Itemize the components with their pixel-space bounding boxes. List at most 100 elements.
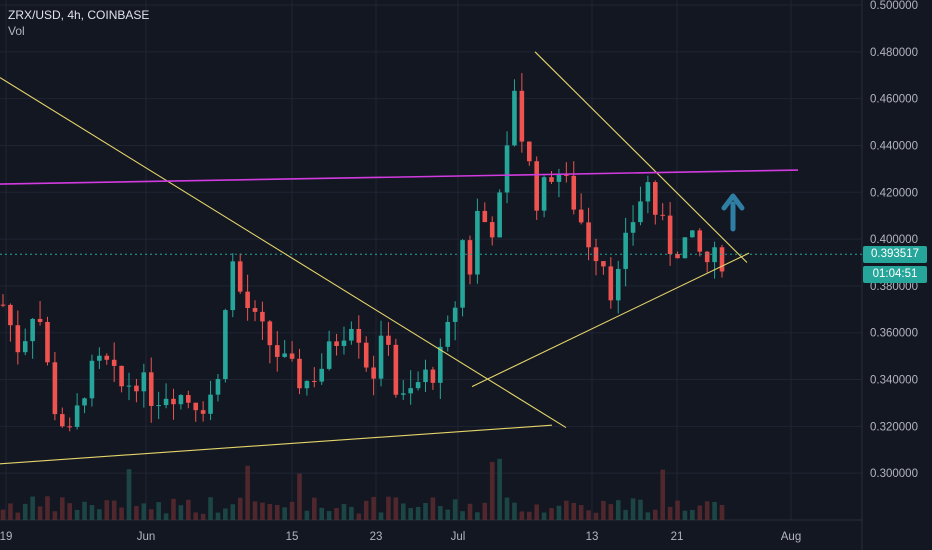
candle[interactable] <box>104 353 110 365</box>
candle[interactable] <box>186 390 191 409</box>
candle[interactable] <box>623 217 628 287</box>
candle[interactable] <box>223 308 228 383</box>
candle[interactable] <box>126 372 132 401</box>
candle[interactable] <box>438 338 443 399</box>
candle[interactable] <box>601 261 606 275</box>
candle[interactable] <box>386 322 391 356</box>
candle[interactable] <box>89 354 95 407</box>
candle[interactable] <box>697 228 703 257</box>
candle[interactable] <box>564 162 569 183</box>
candle[interactable] <box>319 353 325 385</box>
candle[interactable] <box>489 216 495 246</box>
candle[interactable] <box>349 321 354 345</box>
candle[interactable] <box>571 161 577 215</box>
candle[interactable] <box>111 342 117 383</box>
candle[interactable] <box>690 230 695 238</box>
candle[interactable] <box>237 253 243 294</box>
candle[interactable] <box>8 303 13 342</box>
candle[interactable] <box>712 241 717 279</box>
candle[interactable] <box>393 338 399 398</box>
candle[interactable] <box>67 417 73 432</box>
candle[interactable] <box>119 365 124 393</box>
candle[interactable] <box>37 301 43 326</box>
candle[interactable] <box>482 202 488 223</box>
candle[interactable] <box>638 186 643 226</box>
candle[interactable] <box>341 326 347 355</box>
candle[interactable] <box>704 251 710 273</box>
candle[interactable] <box>430 366 436 390</box>
candle[interactable] <box>400 380 406 400</box>
candle[interactable] <box>423 359 428 392</box>
candle[interactable] <box>541 175 547 218</box>
trendline-ascending-support-1[interactable] <box>0 424 553 465</box>
candle[interactable] <box>148 357 154 423</box>
candle[interactable] <box>675 251 680 259</box>
candle[interactable] <box>260 301 265 340</box>
candle[interactable] <box>30 317 35 359</box>
candle[interactable] <box>608 257 614 309</box>
candle[interactable] <box>200 401 206 422</box>
candle[interactable] <box>230 253 236 318</box>
symbol-title[interactable]: ZRX/USD, 4h, COINBASE <box>8 8 150 22</box>
candle[interactable] <box>415 371 421 391</box>
candle[interactable] <box>52 352 58 421</box>
candle[interactable] <box>719 244 725 278</box>
candle[interactable] <box>549 171 554 185</box>
candle[interactable] <box>178 394 184 410</box>
candle[interactable] <box>645 175 651 214</box>
candle[interactable] <box>667 202 673 266</box>
candle[interactable] <box>22 328 28 356</box>
candle[interactable] <box>578 193 584 225</box>
candle[interactable] <box>326 330 332 371</box>
candle[interactable] <box>163 383 169 409</box>
candle[interactable] <box>171 388 176 420</box>
candle[interactable] <box>252 300 258 322</box>
trendline-ascending-support-2[interactable] <box>471 252 750 388</box>
candle[interactable] <box>504 131 510 204</box>
candle[interactable] <box>526 141 532 166</box>
candle[interactable] <box>334 333 339 356</box>
candle[interactable] <box>60 407 65 428</box>
candle[interactable] <box>304 380 310 396</box>
candle[interactable] <box>134 378 139 403</box>
candle[interactable] <box>45 316 50 366</box>
candle[interactable] <box>460 239 465 317</box>
candle[interactable] <box>208 380 213 421</box>
trendline-descending-resistance-2[interactable] <box>534 51 748 263</box>
trendline-descending-resistance-1[interactable] <box>0 77 567 429</box>
candle[interactable] <box>297 348 302 395</box>
time-axis[interactable]: 19 Jun 15 23 Jul 13 21 Aug <box>0 531 801 543</box>
candle[interactable] <box>267 320 273 364</box>
candle[interactable] <box>615 260 621 314</box>
volume-label[interactable]: Vol <box>8 24 25 38</box>
candle[interactable] <box>475 198 480 284</box>
trendline-horizontal-resistance[interactable] <box>0 169 799 185</box>
candle[interactable] <box>274 331 280 372</box>
up-arrow-annotation[interactable] <box>721 193 745 232</box>
candle[interactable] <box>74 393 80 430</box>
candle[interactable] <box>356 315 362 359</box>
candle[interactable] <box>652 180 658 225</box>
candle[interactable] <box>512 79 517 147</box>
candle[interactable] <box>445 315 451 352</box>
candle[interactable] <box>245 274 250 321</box>
candle[interactable] <box>282 339 287 358</box>
candle[interactable] <box>371 355 376 396</box>
candle[interactable] <box>534 156 539 220</box>
candle[interactable] <box>193 402 199 422</box>
candle[interactable] <box>497 189 502 238</box>
candle[interactable] <box>682 237 688 259</box>
candle[interactable] <box>467 235 473 285</box>
candle[interactable] <box>82 397 87 414</box>
price-axis[interactable]: 0.300000 0.320000 0.340000 0.360000 0.380000… <box>870 0 918 480</box>
candle[interactable] <box>312 367 317 388</box>
candle[interactable] <box>0 294 6 308</box>
candle[interactable] <box>586 207 591 261</box>
candle[interactable] <box>289 341 295 362</box>
candle[interactable] <box>660 203 665 221</box>
candle[interactable] <box>378 320 384 387</box>
candle[interactable] <box>519 73 525 153</box>
candle[interactable] <box>156 391 161 420</box>
